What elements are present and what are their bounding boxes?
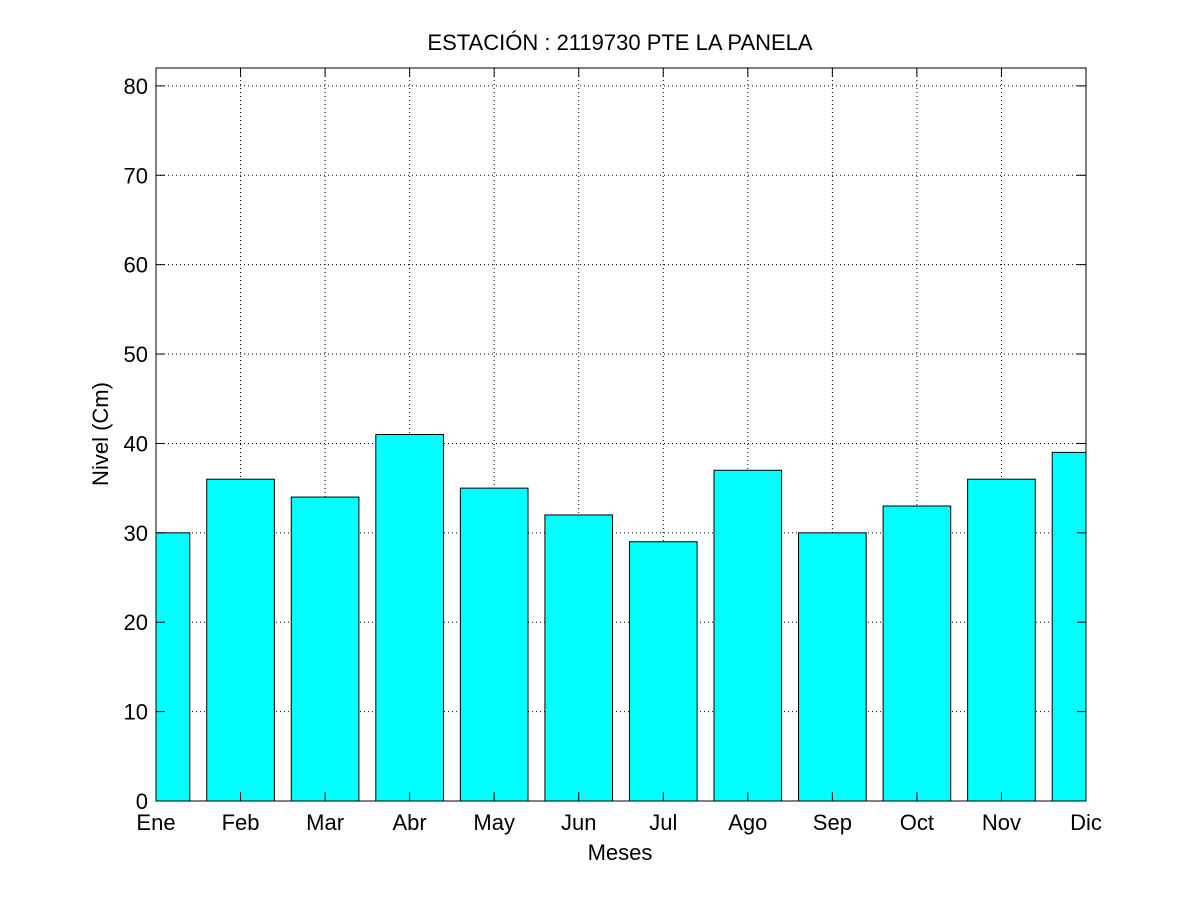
y-tick-label: 60 xyxy=(124,253,148,278)
bar-jul xyxy=(628,541,698,801)
bar-dic xyxy=(1051,451,1086,801)
axes-frame xyxy=(155,67,1087,802)
y-tick-label: 30 xyxy=(124,521,148,546)
x-tick-label-may: May xyxy=(473,810,515,835)
bar-nov xyxy=(967,478,1036,801)
x-tick-label-jul: Jul xyxy=(649,810,677,835)
x-tick-label-sep: Sep xyxy=(813,810,852,835)
y-axis-label: Nivel (Cm) xyxy=(88,382,113,486)
bar-feb xyxy=(206,478,275,801)
y-tick-label: 20 xyxy=(124,610,148,635)
x-tick-label-ago: Ago xyxy=(728,810,767,835)
chart-title: ESTACIÓN : 2119730 PTE LA PANELA xyxy=(427,30,813,55)
bar-abr xyxy=(375,434,444,801)
bar-sep xyxy=(798,532,867,801)
bar-ene xyxy=(156,532,191,801)
bar-may xyxy=(459,487,529,801)
x-tick-label-jun: Jun xyxy=(561,810,596,835)
x-tick-label-mar: Mar xyxy=(306,810,344,835)
x-tick-label-dic: Dic xyxy=(1070,810,1102,835)
x-ticks: Ene Feb Mar Abr May Jun Jul Ago Sep Oct Nov Dic xyxy=(136,68,1102,835)
x-tick-label-feb: Feb xyxy=(222,810,260,835)
y-tick-label: 40 xyxy=(124,431,148,456)
bars xyxy=(156,434,1086,801)
x-axis-label: Meses xyxy=(588,840,653,865)
x-tick-label-nov: Nov xyxy=(982,810,1021,835)
y-tick-label: 50 xyxy=(124,342,148,367)
grid-lines xyxy=(155,68,1087,801)
axes-box xyxy=(155,67,1087,802)
y-tick-label: 10 xyxy=(124,700,148,725)
x-tick-label-oct: Oct xyxy=(900,810,934,835)
bar-mar xyxy=(290,496,360,801)
y-ticks: 0 10 20 30 40 50 60 70 80 xyxy=(124,74,1086,814)
y-tick-label: 70 xyxy=(124,163,148,188)
bar-ago xyxy=(713,469,783,801)
bar-jun xyxy=(544,514,614,801)
y-tick-label: 80 xyxy=(124,74,148,99)
bar-oct xyxy=(882,505,952,801)
x-tick-label-abr: Abr xyxy=(393,810,427,835)
y-tick-label: 0 xyxy=(136,789,148,814)
x-tick-label-ene: Ene xyxy=(136,810,175,835)
